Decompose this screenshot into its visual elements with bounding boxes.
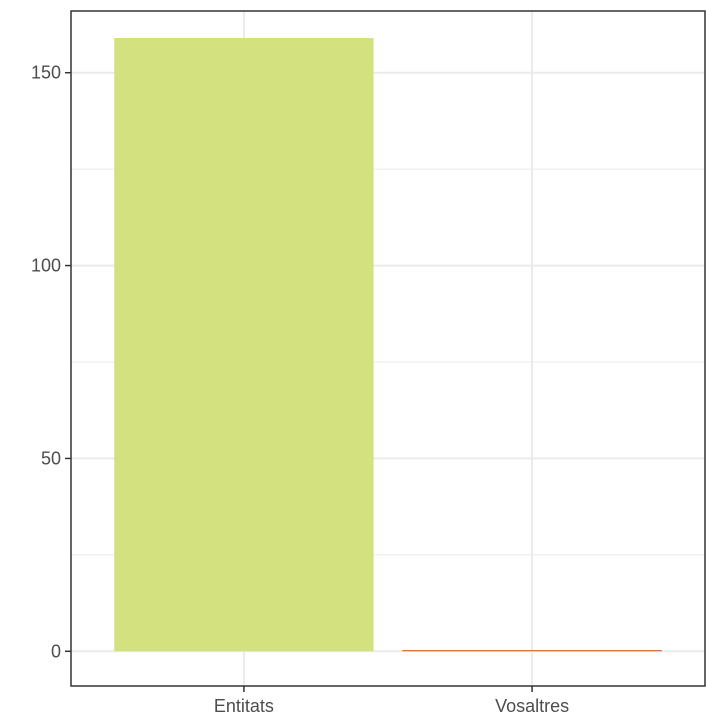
x-tick-label: Entitats bbox=[214, 696, 274, 716]
y-tick-label: 150 bbox=[31, 63, 61, 83]
bar bbox=[114, 38, 374, 652]
bar bbox=[402, 650, 662, 652]
x-axis: Entitats Vosaltres bbox=[214, 686, 569, 716]
y-tick-label: 50 bbox=[41, 448, 61, 468]
x-tick-label: Vosaltres bbox=[495, 696, 569, 716]
panel-border bbox=[70, 10, 706, 687]
y-tick-label: 100 bbox=[31, 256, 61, 276]
y-tick-label: 0 bbox=[51, 641, 61, 661]
bars bbox=[114, 38, 662, 652]
y-axis: 0 50 100 150 bbox=[31, 63, 71, 661]
